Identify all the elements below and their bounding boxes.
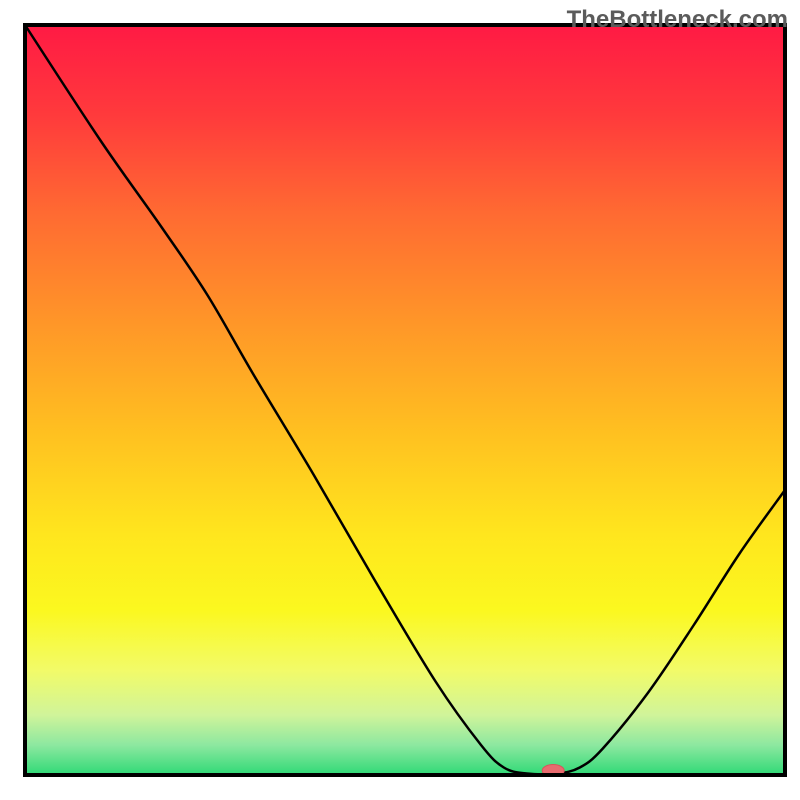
chart-container: TheBottleneck.com bbox=[0, 0, 800, 800]
plot-background bbox=[25, 25, 785, 775]
watermark: TheBottleneck.com bbox=[567, 6, 788, 34]
bottleneck-curve-chart bbox=[0, 0, 800, 800]
